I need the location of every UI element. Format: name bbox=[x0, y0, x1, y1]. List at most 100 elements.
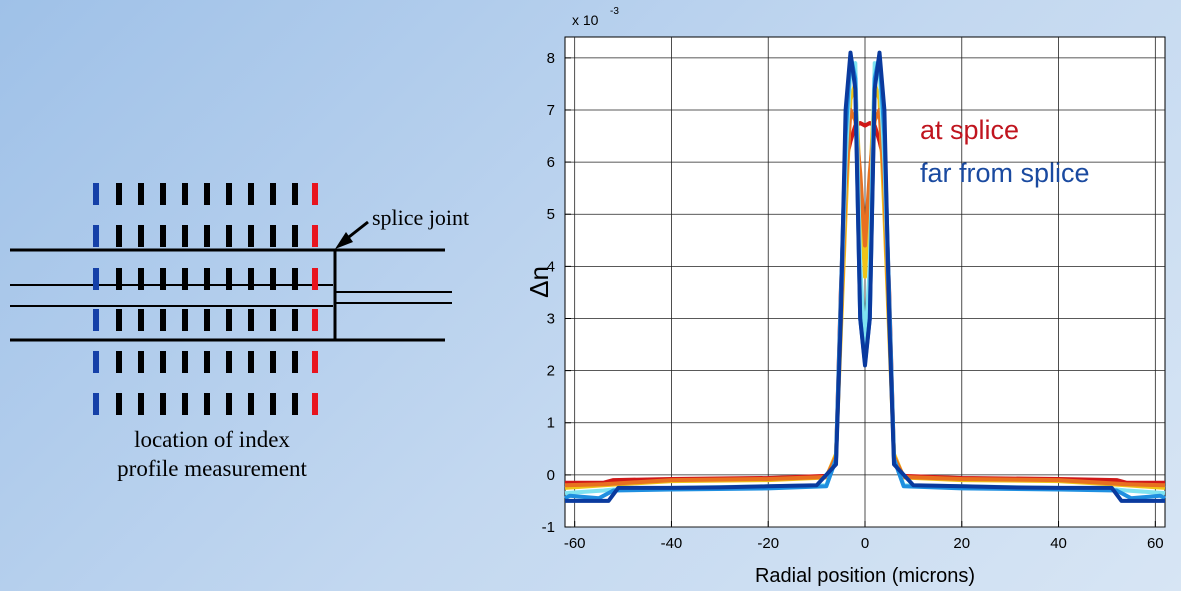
measurement-marker bbox=[138, 183, 144, 205]
measurement-marker bbox=[116, 225, 122, 247]
measurement-marker bbox=[116, 268, 122, 290]
measurement-marker bbox=[226, 225, 232, 247]
measurement-marker bbox=[160, 309, 166, 331]
measurement-marker bbox=[182, 351, 188, 373]
measurement-marker bbox=[270, 351, 276, 373]
measurement-marker bbox=[160, 225, 166, 247]
measurement-marker bbox=[93, 183, 99, 205]
measurement-marker bbox=[138, 268, 144, 290]
measurement-marker bbox=[182, 225, 188, 247]
splice-diagram: splice joint location of index profile m… bbox=[10, 183, 469, 481]
fiber-outline bbox=[10, 248, 452, 342]
caption-line1: location of index bbox=[134, 427, 290, 452]
series-line bbox=[565, 50, 1165, 503]
x-tick-label: -40 bbox=[661, 535, 683, 552]
measurement-marker bbox=[116, 183, 122, 205]
measurement-marker bbox=[248, 351, 254, 373]
measurement-marker bbox=[312, 268, 318, 290]
tick-labels: -60 -40 -20 0 20 40 60 -1 0 1 2 3 4 5 6 7 8 bbox=[542, 50, 1164, 552]
x-tick-label: -60 bbox=[564, 535, 586, 552]
y-tick-label: 0 bbox=[547, 467, 555, 484]
measurement-marker bbox=[248, 309, 254, 331]
y-tick-label: 4 bbox=[547, 258, 555, 275]
measurement-marker bbox=[182, 309, 188, 331]
measurement-marker bbox=[312, 309, 318, 331]
measurement-marker bbox=[270, 393, 276, 415]
y-tick-label: 3 bbox=[547, 310, 555, 327]
measurement-marker bbox=[138, 309, 144, 331]
measurement-marker bbox=[160, 351, 166, 373]
y-tick-label: 6 bbox=[547, 154, 555, 171]
x-tick-label: -20 bbox=[757, 535, 779, 552]
measurement-marker bbox=[292, 393, 298, 415]
measurement-marker bbox=[292, 268, 298, 290]
measurement-marker bbox=[292, 309, 298, 331]
measurement-marker bbox=[312, 351, 318, 373]
x-tick-label: 60 bbox=[1147, 535, 1164, 552]
series-line bbox=[564, 108, 1166, 488]
measurement-marker bbox=[226, 183, 232, 205]
measurement-marker bbox=[270, 309, 276, 331]
measurement-marker bbox=[160, 183, 166, 205]
measurement-marker bbox=[270, 268, 276, 290]
y-tick-label: -1 bbox=[542, 519, 555, 536]
series-group bbox=[564, 50, 1166, 503]
measurement-marker bbox=[93, 393, 99, 415]
measurement-marker bbox=[270, 225, 276, 247]
splice-joint-label: splice joint bbox=[372, 205, 469, 230]
measurement-marker bbox=[270, 183, 276, 205]
measurement-marker bbox=[312, 183, 318, 205]
measurement-marker bbox=[182, 183, 188, 205]
measurement-marker bbox=[182, 393, 188, 415]
measurement-marker bbox=[93, 268, 99, 290]
annotation-far-from-splice: far from splice bbox=[920, 158, 1090, 188]
measurement-marker bbox=[160, 393, 166, 415]
measurement-marker bbox=[226, 309, 232, 331]
measurement-marker bbox=[204, 393, 210, 415]
measurement-marker bbox=[292, 225, 298, 247]
measurement-marker bbox=[116, 393, 122, 415]
measurement-marker bbox=[204, 183, 210, 205]
measurement-marker bbox=[116, 351, 122, 373]
measurement-marker bbox=[226, 268, 232, 290]
y-exponent-label: x 10 bbox=[572, 12, 599, 28]
measurement-marker bbox=[312, 393, 318, 415]
measurement-marker bbox=[292, 351, 298, 373]
measurement-marker bbox=[93, 351, 99, 373]
measurement-marker bbox=[312, 225, 318, 247]
x-tick-label: 0 bbox=[861, 535, 869, 552]
y-axis-label: Δn bbox=[524, 266, 554, 298]
measurement-marker bbox=[160, 268, 166, 290]
measurement-marker bbox=[138, 351, 144, 373]
measurement-marker bbox=[226, 393, 232, 415]
measurement-marker bbox=[248, 393, 254, 415]
annotation-at-splice: at splice bbox=[920, 115, 1019, 145]
measurement-marker bbox=[138, 225, 144, 247]
y-tick-label: 8 bbox=[547, 50, 555, 67]
measurement-marker bbox=[248, 225, 254, 247]
x-tick-label: 40 bbox=[1050, 535, 1067, 552]
y-tick-label: 7 bbox=[547, 102, 555, 119]
measurement-marker bbox=[93, 309, 99, 331]
measurement-marker bbox=[93, 225, 99, 247]
caption-line2: profile measurement bbox=[117, 456, 307, 481]
measurement-marker bbox=[204, 225, 210, 247]
measurement-marker bbox=[204, 351, 210, 373]
measurement-marker bbox=[138, 393, 144, 415]
measurement-marker bbox=[248, 183, 254, 205]
measurement-marker bbox=[204, 309, 210, 331]
x-tick-label: 20 bbox=[953, 535, 970, 552]
measurement-marker bbox=[116, 309, 122, 331]
measurement-markers bbox=[93, 183, 318, 415]
x-axis-label: Radial position (microns) bbox=[755, 565, 975, 587]
y-tick-label: 5 bbox=[547, 206, 555, 223]
measurement-marker bbox=[292, 183, 298, 205]
measurement-marker bbox=[248, 268, 254, 290]
measurement-marker bbox=[204, 268, 210, 290]
y-exponent-power: -3 bbox=[610, 6, 619, 17]
y-tick-label: 1 bbox=[547, 415, 555, 432]
measurement-marker bbox=[226, 351, 232, 373]
grid bbox=[565, 37, 1165, 528]
splice-arrow-head bbox=[335, 232, 353, 249]
